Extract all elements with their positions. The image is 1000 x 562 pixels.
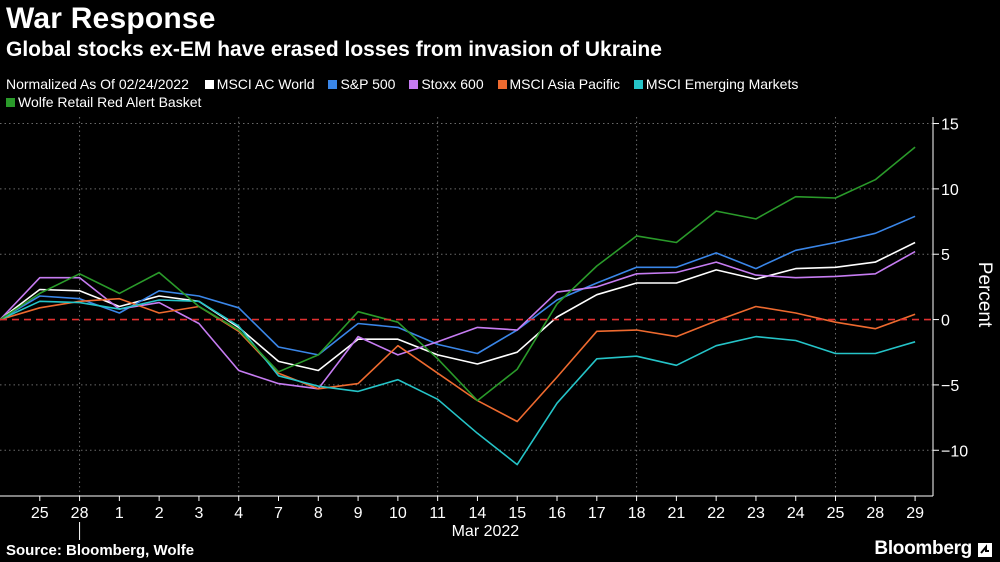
- x-tick-label: 23: [747, 505, 765, 522]
- y-tick-label: 15: [941, 117, 959, 134]
- legend: Normalized As Of 02/24/2022 MSCI AC Worl…: [6, 75, 906, 111]
- series-line-msci-ac-world: [0, 241, 916, 372]
- legend-item-msci-ac-world: MSCI AC World: [204, 75, 315, 93]
- legend-swatch: [204, 80, 214, 89]
- y-tick-label: −10: [941, 443, 968, 460]
- legend-swatch: [409, 80, 419, 89]
- legend-swatch: [633, 80, 643, 89]
- x-tick-label: 7: [274, 505, 283, 522]
- x-month-label: Mar 2022: [452, 523, 520, 540]
- series-line-msci-emerging-markets: [0, 299, 916, 466]
- x-tick-label: 11: [429, 505, 446, 522]
- x-tick-label: 14: [469, 505, 487, 522]
- legend-item-wolfe-retail: Wolfe Retail Red Alert Basket: [6, 93, 201, 111]
- series-line-stoxx-600: [0, 250, 916, 390]
- x-tick-label: 18: [628, 505, 646, 522]
- legend-item-sp-500: S&P 500: [328, 75, 395, 93]
- x-tick-label: 9: [354, 505, 363, 522]
- x-tick-label: 16: [548, 505, 566, 522]
- x-tick-label: 4: [234, 505, 243, 522]
- x-tick-label: 24: [787, 505, 805, 522]
- x-tick-label: 25: [827, 505, 845, 522]
- chart-title: War Response: [6, 2, 216, 35]
- x-tick-label: 2: [155, 505, 164, 522]
- x-tick-label: 29: [906, 505, 924, 522]
- x-tick-label: 25: [31, 505, 49, 522]
- bloomberg-logo: Bloomberg: [874, 538, 972, 559]
- y-tick-label: −5: [941, 378, 959, 395]
- source-note: Source: Bloomberg, Wolfe: [6, 542, 195, 559]
- series-line-s-p-500: [0, 215, 916, 356]
- legend-item-msci-asia-pacific: MSCI Asia Pacific: [497, 75, 620, 93]
- legend-note: Normalized As Of 02/24/2022: [6, 76, 189, 92]
- series-line-msci-asia-pacific: [0, 297, 916, 423]
- x-tick-label: 22: [707, 505, 725, 522]
- x-tick-label: 28: [71, 505, 89, 522]
- legend-swatch: [6, 98, 15, 107]
- y-axis-label: Percent: [974, 262, 995, 328]
- x-tick-label: 8: [314, 505, 323, 522]
- legend-item-msci-emerging-markets: MSCI Emerging Markets: [633, 75, 798, 93]
- series-line-wolfe-retail-red-alert-basket: [0, 146, 916, 402]
- legend-swatch: [328, 80, 338, 89]
- bloomberg-mark-icon: [978, 543, 992, 557]
- legend-item-stoxx-600: Stoxx 600: [409, 75, 484, 93]
- chart-subtitle: Global stocks ex-EM have erased losses f…: [6, 38, 662, 61]
- y-tick-label: 10: [941, 182, 959, 199]
- x-tick-label: 28: [866, 505, 884, 522]
- x-tick-label: 17: [588, 505, 606, 522]
- x-tick-label: 21: [667, 505, 685, 522]
- y-tick-label: 5: [941, 247, 950, 264]
- y-tick-label: 0: [941, 313, 950, 330]
- x-tick-label: 1: [115, 505, 124, 522]
- legend-swatch: [497, 80, 507, 89]
- x-tick-label: 10: [389, 505, 407, 522]
- x-tick-label: 3: [194, 505, 203, 522]
- x-tick-label: 15: [508, 505, 526, 522]
